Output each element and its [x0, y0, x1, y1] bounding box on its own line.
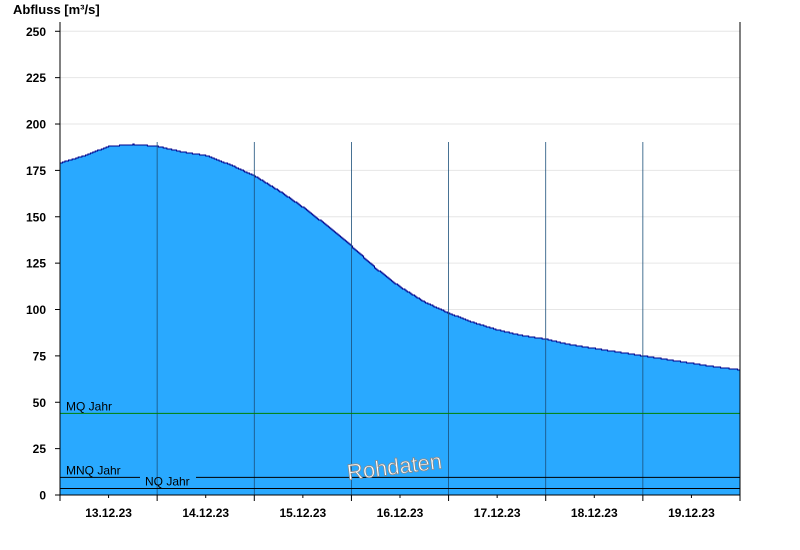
x-tick-label: 19.12.23	[668, 506, 715, 520]
y-tick-label: 75	[33, 349, 47, 363]
y-tick-label: 225	[26, 71, 46, 85]
reference-line-label: NQ Jahr	[145, 475, 190, 489]
discharge-area	[60, 143, 740, 495]
x-tick-label: 17.12.23	[474, 506, 521, 520]
reference-lines: MQ Jahr MNQ Jahr NQ Jahr	[60, 399, 740, 490]
reference-line-label: MNQ Jahr	[66, 463, 121, 477]
y-axis-ticks: 0 25 50 75 100 125 150 175 200 225 250	[26, 25, 60, 503]
x-tick-label: 18.12.23	[571, 506, 618, 520]
discharge-area-fill	[60, 144, 740, 495]
x-axis-ticks: 13.12.23 14.12.23 15.12.23 16.12.23 17.12.23…	[59, 495, 741, 520]
reference-line-label: MQ Jahr	[66, 399, 112, 413]
x-tick-label: 16.12.23	[377, 506, 424, 520]
y-tick-label: 25	[33, 442, 47, 456]
y-tick-label: 200	[26, 118, 46, 132]
y-tick-label: 0	[39, 489, 46, 503]
y-axis-label: Abfluss [m³/s]	[13, 2, 100, 17]
discharge-line	[60, 143, 740, 371]
y-tick-label: 125	[26, 257, 46, 271]
y-tick-label: 50	[33, 396, 47, 410]
y-tick-label: 150	[26, 210, 46, 224]
day-gridlines	[156, 142, 644, 495]
y-tick-label: 250	[26, 25, 46, 39]
x-tick-label: 15.12.23	[279, 506, 326, 520]
x-tick-label: 13.12.23	[85, 506, 132, 520]
x-tick-label: 14.12.23	[182, 506, 229, 520]
y-tick-label: 175	[26, 164, 46, 178]
y-tick-label: 100	[26, 303, 46, 317]
